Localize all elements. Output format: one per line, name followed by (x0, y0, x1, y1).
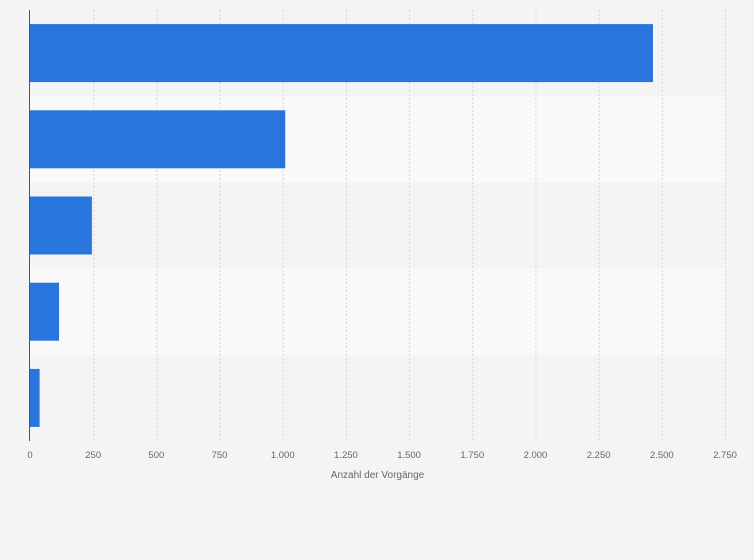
x-axis-title: Anzahl der Vorgänge (331, 470, 425, 481)
x-tick-label: 2.500 (650, 450, 674, 461)
x-tick-label: 1.000 (271, 450, 295, 461)
row-band (30, 182, 725, 269)
x-tick-label: 0 (27, 450, 32, 461)
x-tick-label: 250 (85, 450, 101, 461)
row-band (30, 268, 725, 355)
bar (30, 196, 92, 255)
x-tick-label: 2.750 (713, 450, 737, 461)
bar (30, 24, 653, 83)
x-tick-labels: 0 250 500 750 1.000 1.250 1.500 1.750 2.000 2.250… (27, 450, 737, 461)
x-tick-label: 2.000 (524, 450, 548, 461)
x-tick-label: 750 (212, 450, 228, 461)
x-tick-label: 500 (148, 450, 164, 461)
bars (30, 24, 653, 427)
row-bands (30, 10, 725, 441)
bar (30, 368, 40, 427)
bar (30, 282, 60, 341)
x-tick-label: 1.750 (460, 450, 484, 461)
x-tick-label: 1.250 (334, 450, 358, 461)
x-tick-label: 1.500 (397, 450, 421, 461)
bar (30, 110, 286, 169)
x-tick-label: 2.250 (587, 450, 611, 461)
row-band (30, 354, 725, 441)
